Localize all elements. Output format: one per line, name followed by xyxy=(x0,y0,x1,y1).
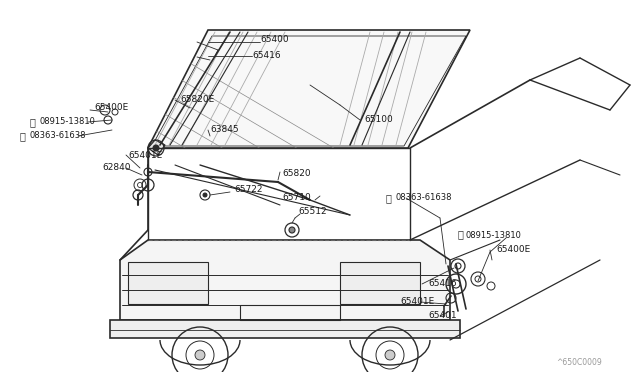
Text: 08915-13810: 08915-13810 xyxy=(40,118,96,126)
Text: 65820: 65820 xyxy=(282,169,310,177)
Text: ⓜ: ⓜ xyxy=(29,117,35,127)
Text: 65400E: 65400E xyxy=(94,103,128,112)
Bar xyxy=(340,262,420,304)
Text: 65416: 65416 xyxy=(428,279,456,289)
Text: 65100: 65100 xyxy=(364,115,393,125)
Circle shape xyxy=(385,350,395,360)
Polygon shape xyxy=(120,240,450,320)
Text: 63845: 63845 xyxy=(210,125,239,135)
Text: ^650C0009: ^650C0009 xyxy=(556,358,602,367)
Text: 62840: 62840 xyxy=(102,164,131,173)
Circle shape xyxy=(289,227,295,233)
Text: 65401E: 65401E xyxy=(128,151,163,160)
Text: 65416: 65416 xyxy=(252,51,280,61)
Text: 08363-61638: 08363-61638 xyxy=(30,131,86,141)
Text: Ⓝ: Ⓝ xyxy=(19,131,25,141)
Text: 65512: 65512 xyxy=(298,208,326,217)
Text: ⓜ: ⓜ xyxy=(457,229,463,239)
Text: 65400: 65400 xyxy=(260,35,289,45)
Text: 65710: 65710 xyxy=(282,192,311,202)
Polygon shape xyxy=(110,320,460,338)
Text: 08915-13810: 08915-13810 xyxy=(466,231,522,241)
Text: 65820E: 65820E xyxy=(180,96,214,105)
Circle shape xyxy=(153,145,159,151)
Circle shape xyxy=(203,193,207,197)
Text: 65401: 65401 xyxy=(428,311,456,321)
Text: 65400E: 65400E xyxy=(496,246,531,254)
Circle shape xyxy=(195,350,205,360)
Text: 65401E: 65401E xyxy=(400,298,435,307)
Bar xyxy=(128,262,208,304)
Polygon shape xyxy=(148,140,165,155)
Text: Ⓝ: Ⓝ xyxy=(385,193,391,203)
Polygon shape xyxy=(148,30,470,148)
Text: 65722: 65722 xyxy=(234,186,262,195)
Text: 08363-61638: 08363-61638 xyxy=(396,193,452,202)
